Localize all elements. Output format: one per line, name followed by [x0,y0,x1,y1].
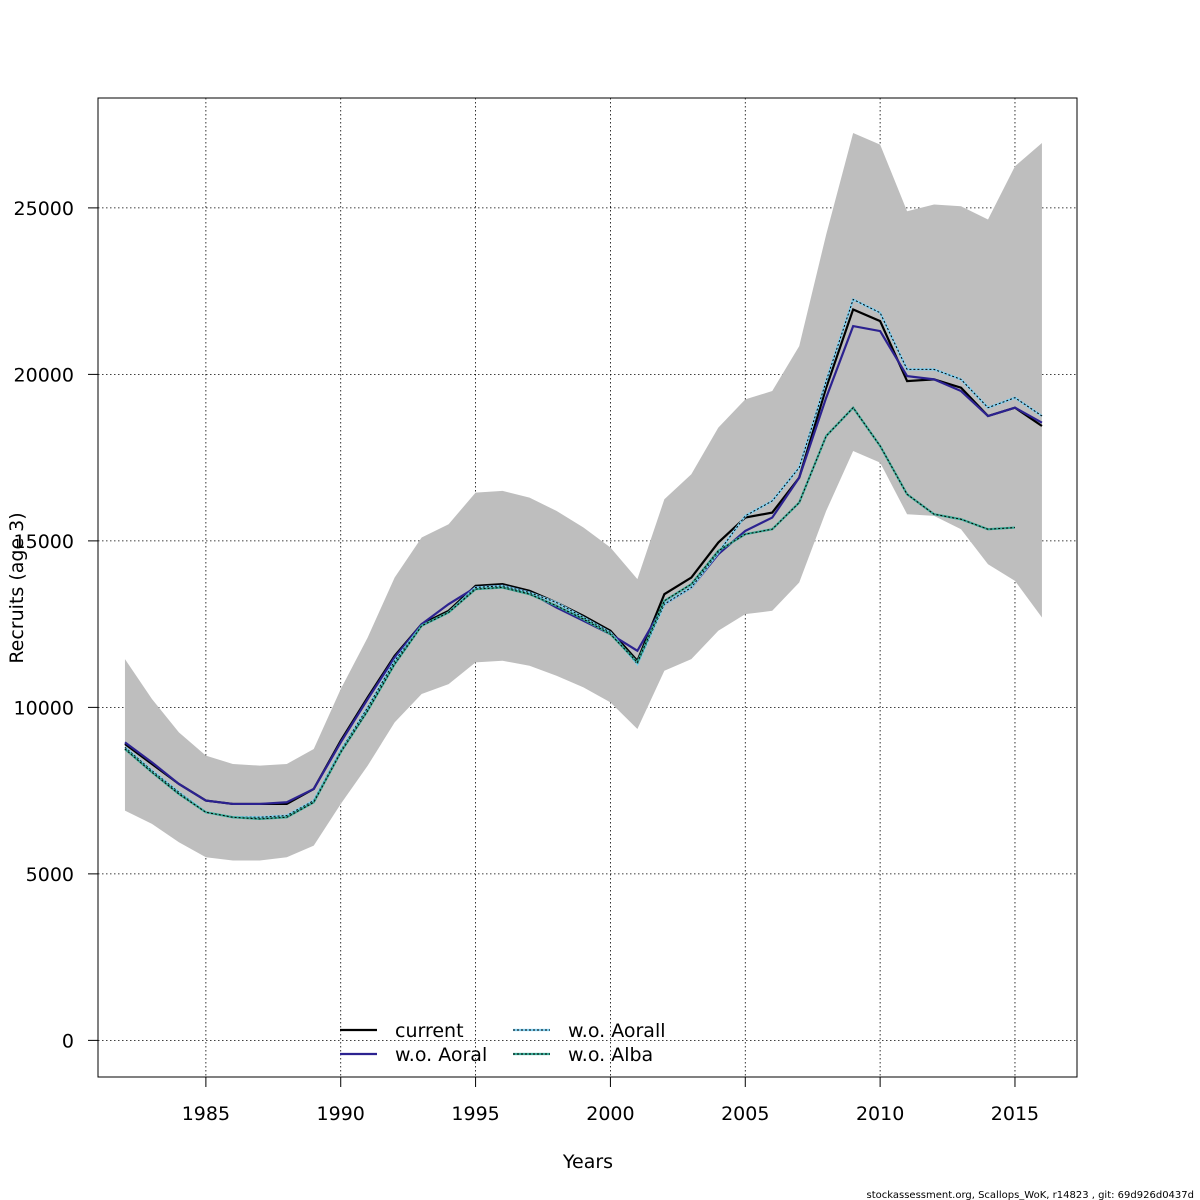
y-tick-label: 15000 [14,531,74,553]
y-tick-label: 20000 [14,364,74,386]
confidence-band [124,132,1042,861]
series-lines [124,297,1043,821]
series-line-4-base [124,405,1016,821]
y-tick-label: 25000 [14,198,74,220]
x-axis: 1985 1990 1995 2000 2005 2010 2015 [182,1077,1039,1125]
x-tick-label: 2000 [586,1103,634,1125]
x-tick-label: 2005 [721,1103,769,1125]
legend-label: current [395,1020,464,1042]
x-axis-title: Years [562,1151,613,1173]
x-tick-label: 2010 [856,1103,904,1125]
y-axis: 0 5000 10000 15000 20000 25000 [14,198,98,1052]
series-line-2 [124,324,1043,806]
x-tick-label: 1995 [451,1103,499,1125]
x-tick-label: 2015 [991,1103,1039,1125]
legend-label: w.o. Aorall [568,1020,666,1042]
y-tick-label: 5000 [26,864,74,886]
footnote: stockassessment.org, Scallops_WoK, r1482… [867,1190,1194,1200]
series-line-3-dots [124,298,1043,818]
plot-frame [97,97,1078,1078]
y-tick-label: 0 [62,1030,74,1052]
legend-label: w.o. Aoral [395,1044,487,1066]
x-tick-label: 1985 [182,1103,230,1125]
series-line-1 [124,307,1043,806]
y-tick-label: 10000 [14,697,74,719]
legend-label: w.o. Alba [568,1044,653,1066]
series-line-4-dots [124,406,1016,820]
y-axis-title: Recruits (age 3) [6,512,28,663]
x-tick-label: 1990 [317,1103,365,1125]
confidence-band-area [124,132,1042,861]
